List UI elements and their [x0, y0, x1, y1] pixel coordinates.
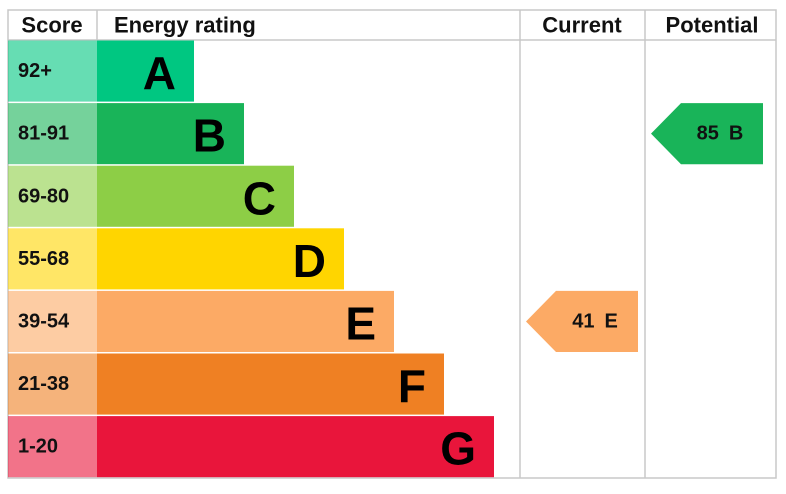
score-cell: [8, 416, 97, 478]
score-label: 39-54: [18, 310, 70, 332]
current-value: 41: [572, 310, 594, 332]
score-label: 81-91: [18, 123, 69, 145]
potential-letter: B: [729, 123, 743, 145]
rating-letter: B: [193, 110, 226, 162]
current-letter: E: [604, 310, 617, 332]
current-label: 41 E: [572, 310, 618, 332]
potential-arrow: [651, 103, 763, 165]
rating-bar: [97, 228, 344, 290]
rating-bar: [97, 290, 394, 352]
header-rating: Energy rating: [114, 13, 256, 38]
score-label: 1-20: [18, 436, 58, 458]
potential-label: 85 B: [697, 123, 744, 145]
score-label: 92+: [18, 60, 52, 82]
score-label: 55-68: [18, 248, 69, 270]
rating-letter: C: [243, 172, 276, 224]
score-label: 21-38: [18, 373, 69, 395]
rating-bar: [97, 40, 194, 102]
header-current: Current: [542, 13, 622, 38]
rating-letter: D: [293, 235, 326, 287]
rating-bar: [97, 353, 444, 415]
header-potential: Potential: [666, 13, 759, 38]
score-label: 69-80: [18, 185, 69, 207]
rating-letter: G: [440, 423, 476, 475]
rating-bar: [97, 103, 244, 165]
score-cell: [8, 228, 97, 290]
current-arrow: [526, 290, 638, 352]
score-cell: [8, 165, 97, 227]
rating-letter: F: [398, 360, 426, 412]
score-cell: [8, 40, 97, 102]
rating-bar: [97, 165, 294, 227]
header-score: Score: [21, 13, 82, 38]
score-cell: [8, 103, 97, 165]
rating-bar: [97, 416, 494, 478]
rating-letter: A: [143, 47, 176, 99]
potential-value: 85: [697, 123, 719, 145]
score-cell: [8, 353, 97, 415]
rating-letter: E: [345, 297, 376, 349]
score-cell: [8, 290, 97, 352]
